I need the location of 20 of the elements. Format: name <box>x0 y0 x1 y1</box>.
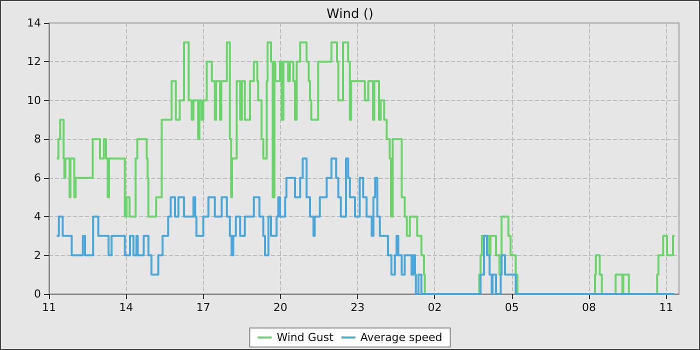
legend-label: Wind Gust <box>276 331 334 344</box>
y-tick-label: 14 <box>27 16 41 30</box>
legend-label: Average speed <box>360 331 442 344</box>
y-tick-label: 0 <box>34 288 41 300</box>
y-tick-label: 10 <box>27 94 41 107</box>
x-tick-label: 11 <box>659 301 674 314</box>
y-tick-label: 2 <box>34 248 41 262</box>
x-tick-label: 14 <box>119 301 134 314</box>
x-tick-label: 20 <box>273 301 288 314</box>
x-tick-label: 11 <box>42 301 56 314</box>
y-tick-label: 4 <box>34 210 41 224</box>
y-tick-label: 6 <box>34 171 41 184</box>
y-tick-label: 12 <box>27 55 41 68</box>
x-tick-label: 17 <box>196 301 210 314</box>
y-tick-label: 8 <box>34 132 41 146</box>
x-tick-label: 08 <box>582 301 596 314</box>
x-tick-label: 23 <box>350 301 365 314</box>
chart-title: Wind () <box>326 7 374 22</box>
x-tick-label: 02 <box>428 301 442 314</box>
x-tick-label: 05 <box>504 301 519 314</box>
